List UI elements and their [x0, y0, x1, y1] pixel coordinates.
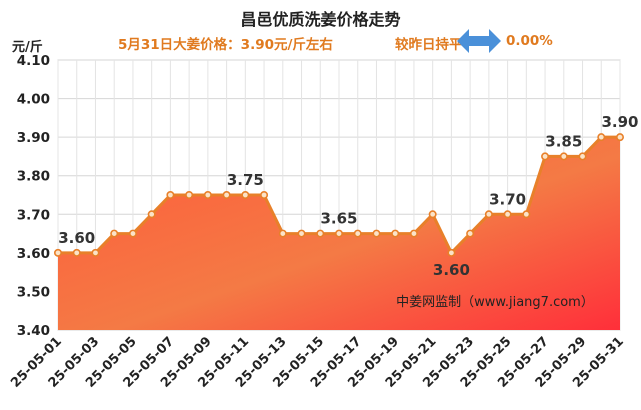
- data-point: [597, 133, 606, 142]
- y-tick-label: 4.10: [17, 53, 50, 69]
- data-point: [559, 152, 568, 161]
- y-tick-label: 3.70: [17, 207, 50, 223]
- data-label: 3.85: [545, 132, 582, 150]
- data-label: 3.75: [227, 171, 264, 189]
- data-label: 3.60: [58, 229, 95, 247]
- data-point: [166, 191, 175, 200]
- data-point: [278, 229, 287, 238]
- data-point: [372, 229, 381, 238]
- data-point: [53, 248, 62, 257]
- data-point: [260, 191, 269, 200]
- y-tick-label: 3.40: [17, 323, 50, 339]
- data-label: 3.60: [433, 261, 470, 279]
- data-point: [222, 191, 231, 200]
- data-point: [203, 191, 212, 200]
- y-tick-label: 3.80: [17, 169, 50, 185]
- data-point: [615, 133, 624, 142]
- data-point: [447, 248, 456, 257]
- data-point: [128, 229, 137, 238]
- data-point: [503, 210, 512, 219]
- chart-title: 昌邑优质洗姜价格走势: [240, 10, 401, 29]
- data-point: [541, 152, 550, 161]
- data-point: [185, 191, 194, 200]
- y-tick-label: 3.60: [17, 246, 50, 262]
- data-point: [409, 229, 418, 238]
- data-point: [522, 210, 531, 219]
- data-point: [297, 229, 306, 238]
- change-percent: 0.00%: [506, 33, 553, 49]
- data-label: 3.70: [489, 190, 526, 208]
- y-tick-label: 3.50: [17, 284, 50, 300]
- data-point: [484, 210, 493, 219]
- y-tick-label: 3.90: [17, 130, 50, 146]
- watermark-text: 中姜网监制（www.jiang7.com）: [396, 295, 594, 310]
- data-point: [316, 229, 325, 238]
- y-tick-label: 4.00: [17, 92, 50, 108]
- price-summary: 5月31日大姜价格：3.90元/斤左右: [118, 37, 333, 53]
- data-point: [353, 229, 362, 238]
- data-point: [91, 248, 100, 257]
- data-point: [578, 152, 587, 161]
- data-point: [147, 210, 156, 219]
- data-point: [466, 229, 475, 238]
- data-point: [72, 248, 81, 257]
- data-point: [110, 229, 119, 238]
- data-point: [241, 191, 250, 200]
- left-right-arrow-icon: [456, 28, 502, 54]
- compare-text: 较昨日持平: [395, 37, 463, 53]
- data-label: 3.90: [601, 113, 638, 131]
- data-point: [334, 229, 343, 238]
- data-point: [391, 229, 400, 238]
- y-axis-unit: 元/斤: [12, 40, 43, 55]
- data-label: 3.65: [320, 210, 357, 228]
- data-point: [428, 210, 437, 219]
